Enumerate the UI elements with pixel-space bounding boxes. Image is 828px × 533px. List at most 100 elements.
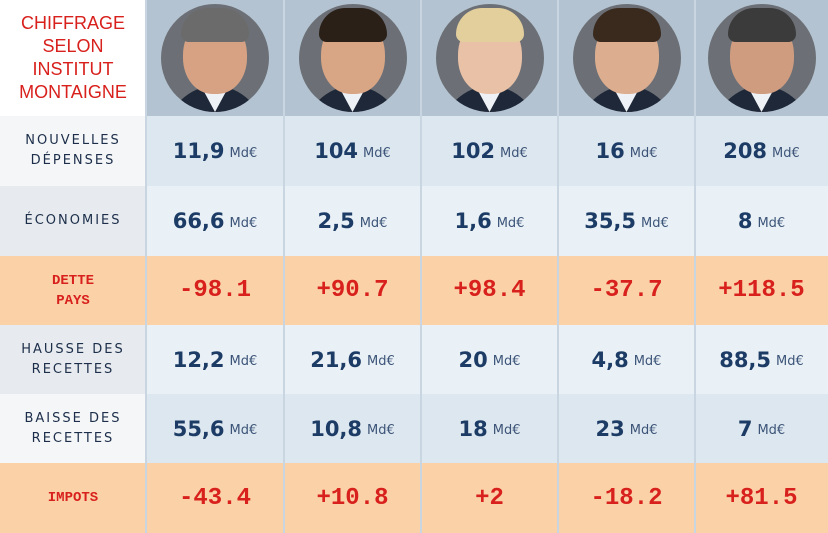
value-cell: 23 Md€ [558, 394, 695, 463]
row-label-line: ÉCONOMIES [24, 213, 122, 228]
row-label: NOUVELLES DÉPENSES [0, 116, 146, 186]
amount-value: 12,2 [172, 347, 225, 372]
value-cell: 66,6 Md€ [146, 186, 284, 256]
row-label-line: NOUVELLES [25, 133, 121, 148]
unit-label: Md€ [641, 215, 669, 231]
amount-value: 66,6 [172, 209, 225, 233]
balance-value: +10.8 [316, 484, 389, 512]
row-label-line: BAISSE DES [24, 410, 122, 426]
value-cell: +98.4 [421, 256, 558, 325]
amount-value: 21,6 [310, 347, 363, 372]
unit-label: Md€ [629, 145, 658, 161]
balance-value: -37.7 [590, 277, 663, 304]
row-label: IMPOTS [0, 463, 146, 533]
table-title: CHIFFRAGE SELON INSTITUT MONTAIGNE [0, 0, 146, 116]
value-cell: 10,8 Md€ [284, 394, 421, 463]
amount-value: 18 [458, 416, 488, 441]
value-cell: 16 Md€ [558, 116, 695, 186]
row-label-line: RECETTES [31, 361, 115, 377]
value-cell: -43.4 [146, 463, 284, 533]
candidate-2-portrait-icon [298, 4, 407, 112]
value-cell: -18.2 [558, 463, 695, 533]
value-cell: 20 Md€ [421, 325, 558, 394]
candidate-header-2 [284, 0, 421, 116]
value-cell: -98.1 [146, 256, 284, 325]
value-cell: 88,5 Md€ [695, 325, 828, 394]
amount-value: 35,5 [584, 209, 637, 233]
value-cell: 2,5 Md€ [284, 186, 421, 256]
unit-label: Md€ [229, 215, 258, 231]
unit-label: Md€ [772, 145, 800, 161]
table-title-line: CHIFFRAGE [20, 13, 125, 33]
amount-value: 10,8 [310, 416, 363, 441]
candidate-4-portrait-icon [572, 4, 681, 112]
unit-label: Md€ [633, 354, 662, 369]
value-cell: 7 Md€ [695, 394, 828, 463]
unit-label: Md€ [776, 354, 804, 369]
amount-value: 4,8 [591, 347, 629, 372]
candidate-header-5 [695, 0, 828, 116]
value-cell: 11,9 Md€ [146, 116, 284, 186]
unit-label: Md€ [492, 423, 521, 438]
table-title-line: MONTAIGNE [19, 82, 127, 102]
unit-label: Md€ [367, 354, 395, 369]
value-cell: 21,6 Md€ [284, 325, 421, 394]
amount-value: 102 [451, 139, 496, 163]
row-label-line: DETTE [51, 272, 94, 289]
amount-value: 23 [595, 416, 625, 441]
column-divider [694, 0, 696, 533]
column-divider [557, 0, 559, 533]
amount-value: 16 [595, 139, 625, 163]
unit-label: Md€ [492, 354, 521, 369]
row-label: ÉCONOMIES [0, 186, 146, 256]
row-label-line: HAUSSE DES [21, 341, 125, 357]
amount-value: 8 [737, 209, 753, 233]
value-cell: -37.7 [558, 256, 695, 325]
amount-value: 1,6 [454, 209, 492, 233]
value-cell: +2 [421, 463, 558, 533]
value-cell: 1,6 Md€ [421, 186, 558, 256]
balance-value: -18.2 [590, 484, 663, 512]
amount-value: 11,9 [172, 139, 225, 163]
value-cell: 8 Md€ [695, 186, 828, 256]
row-label-line: PAYS [56, 292, 90, 309]
unit-label: Md€ [359, 215, 388, 231]
value-cell: 208 Md€ [695, 116, 828, 186]
balance-value: -43.4 [178, 484, 251, 512]
value-cell: +118.5 [695, 256, 828, 325]
unit-label: Md€ [496, 215, 525, 231]
row-label-line: DÉPENSES [30, 153, 116, 168]
balance-value: +2 [475, 484, 504, 512]
candidate-3-portrait-icon [435, 4, 544, 112]
column-divider [145, 0, 147, 533]
balance-value: +81.5 [725, 484, 798, 512]
amount-value: 208 [723, 139, 768, 163]
balance-value: +90.7 [316, 277, 389, 304]
amount-value: 7 [737, 416, 753, 441]
unit-label: Md€ [363, 145, 391, 161]
balance-value: +98.4 [453, 277, 526, 304]
unit-label: Md€ [629, 423, 658, 438]
value-cell: 35,5 Md€ [558, 186, 695, 256]
amount-value: 104 [314, 139, 359, 163]
value-cell: +90.7 [284, 256, 421, 325]
value-cell: 55,6 Md€ [146, 394, 284, 463]
balance-value: +118.5 [718, 277, 805, 304]
candidate-1-portrait-icon [161, 4, 269, 112]
candidate-header-1 [146, 0, 284, 116]
candidate-5-portrait-icon [707, 4, 816, 112]
unit-label: Md€ [229, 145, 258, 161]
column-divider [283, 0, 285, 533]
unit-label: Md€ [229, 423, 258, 438]
unit-label: Md€ [229, 354, 258, 369]
table-title-line: INSTITUT [32, 59, 114, 79]
table-title-line: SELON [42, 36, 104, 56]
value-cell: 104 Md€ [284, 116, 421, 186]
amount-value: 88,5 [719, 347, 772, 372]
amount-value: 20 [458, 347, 488, 372]
value-cell: +10.8 [284, 463, 421, 533]
unit-label: Md€ [500, 145, 528, 161]
balance-value: -98.1 [178, 277, 251, 304]
row-label-line: IMPOTS [47, 490, 99, 506]
